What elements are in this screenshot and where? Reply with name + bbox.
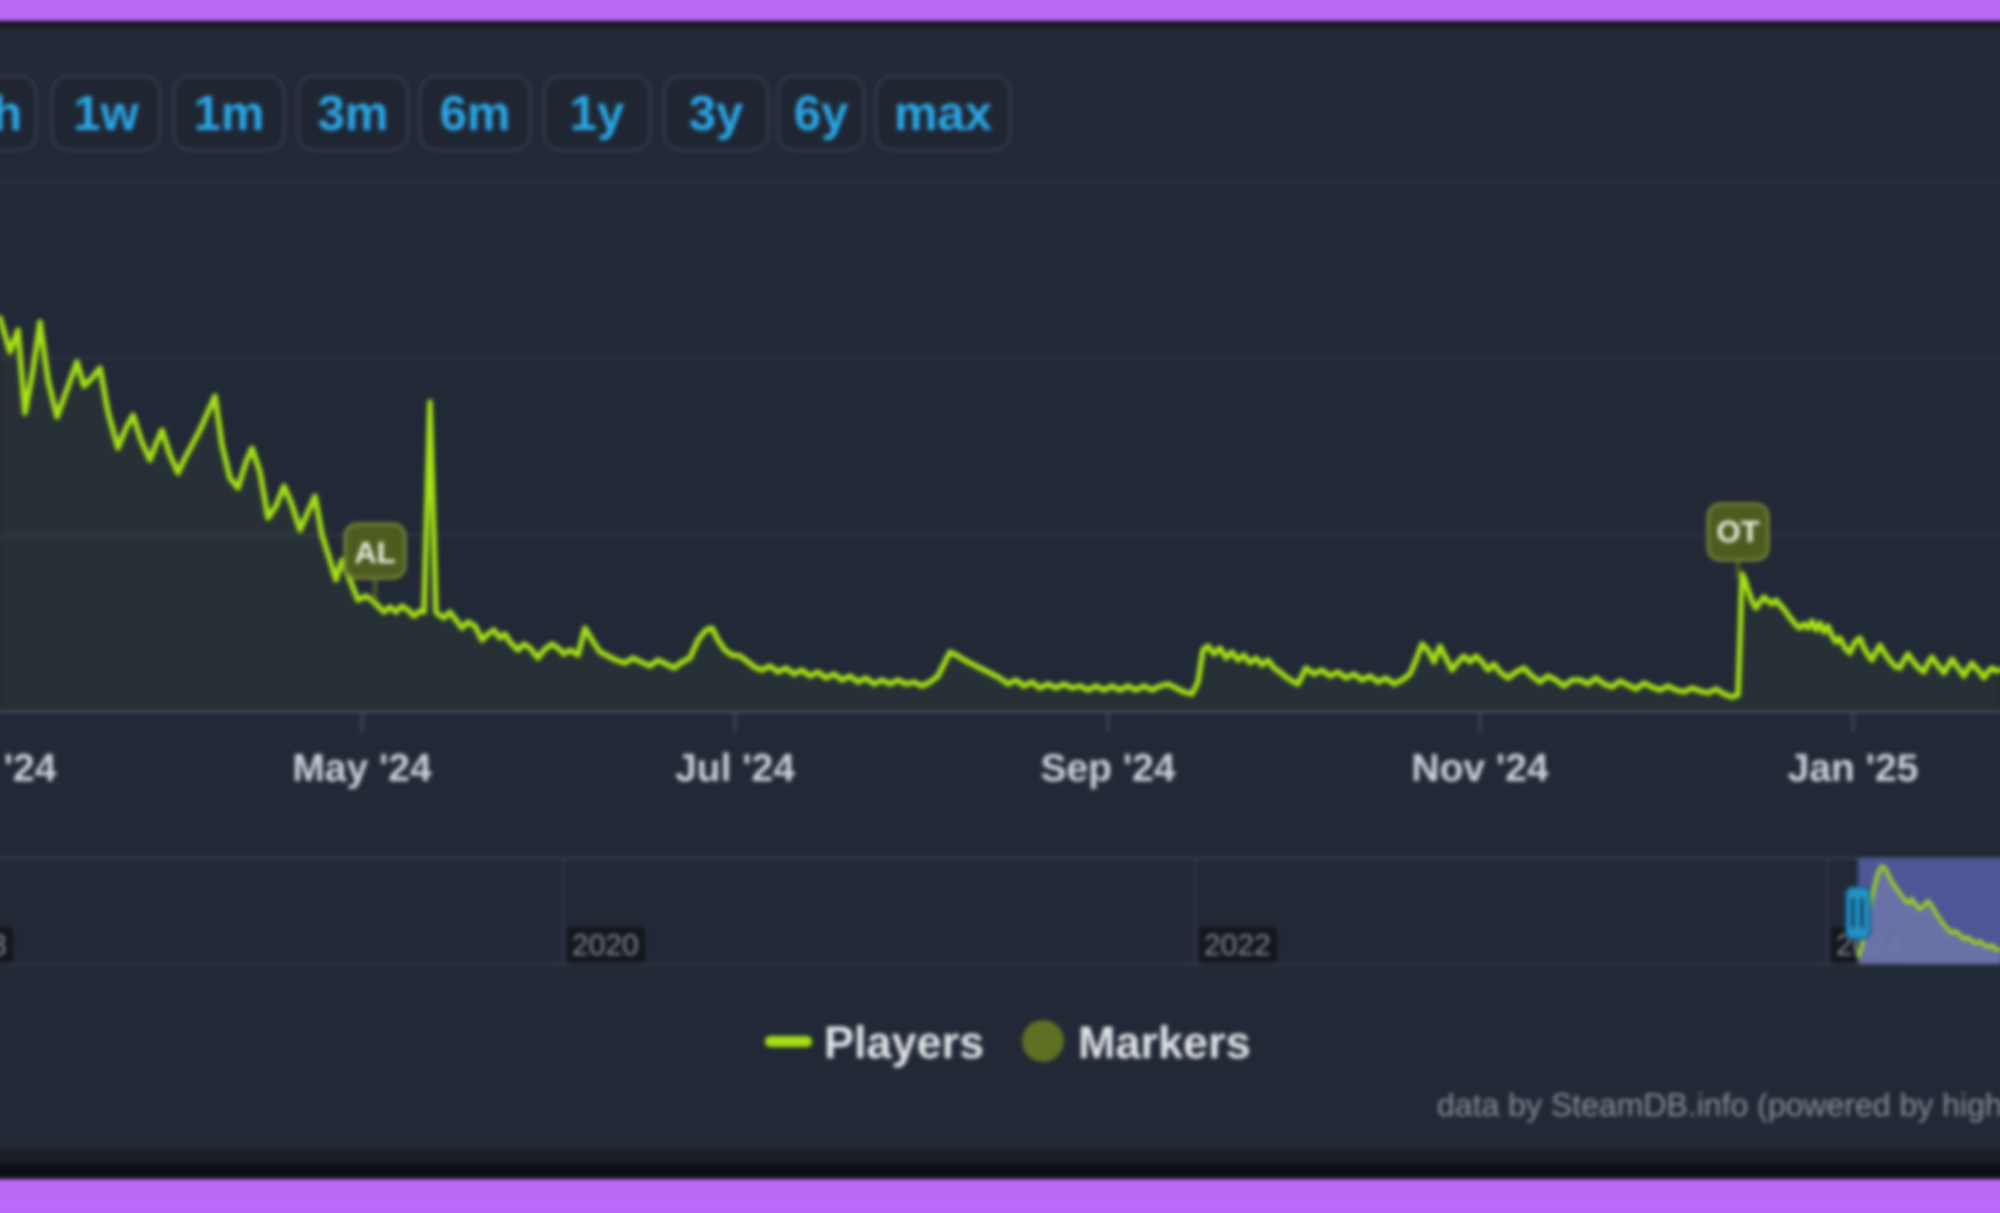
svg-text:3y: 3y <box>689 87 744 141</box>
svg-text:1w: 1w <box>73 87 139 141</box>
svg-text:OT: OT <box>1716 514 1759 549</box>
svg-text:May '24: May '24 <box>292 747 432 790</box>
svg-text:1y: 1y <box>570 87 625 141</box>
svg-text:72h: 72h <box>0 87 22 141</box>
svg-text:1m: 1m <box>194 87 265 141</box>
svg-text:Nov '24: Nov '24 <box>1411 747 1548 790</box>
svg-text:Mar '24: Mar '24 <box>0 747 57 790</box>
svg-text:2018: 2018 <box>0 929 7 962</box>
svg-text:max: max <box>894 87 992 141</box>
svg-text:Jul '24: Jul '24 <box>675 747 795 790</box>
svg-text:6y: 6y <box>794 87 849 141</box>
svg-text:data by SteamDB.info (powered: data by SteamDB.info (powered by highcha… <box>1437 1087 2000 1123</box>
svg-text:Sep '24: Sep '24 <box>1040 747 1175 790</box>
svg-text:Jan '25: Jan '25 <box>1788 747 1919 790</box>
svg-text:2022: 2022 <box>1204 929 1271 962</box>
svg-text:2020: 2020 <box>572 929 639 962</box>
svg-text:AL: AL <box>354 535 395 570</box>
svg-text:6m: 6m <box>440 87 511 141</box>
svg-text:Markers: Markers <box>1078 1017 1251 1068</box>
svg-text:3m: 3m <box>318 87 389 141</box>
svg-text:Players: Players <box>824 1017 984 1068</box>
